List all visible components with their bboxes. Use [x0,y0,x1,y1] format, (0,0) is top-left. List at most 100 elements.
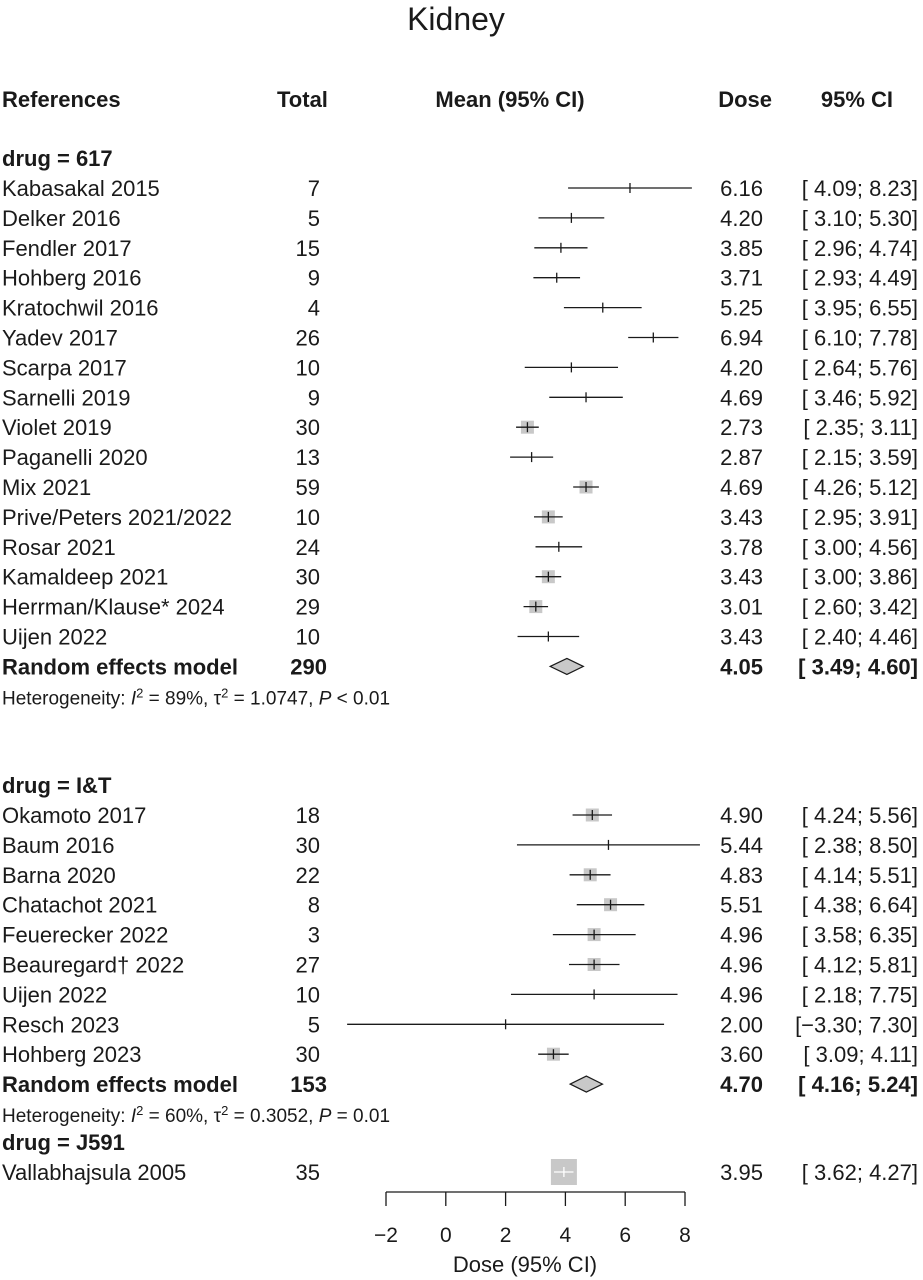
heterogeneity-i2-sup: 2 [136,1103,143,1118]
study-ci: [ 2.93; 4.49] [802,266,918,291]
study-ci: [ 2.60; 3.42] [802,595,918,620]
x-axis-tick-label: 2 [500,1224,512,1247]
chart-title: Kidney [407,1,505,37]
heterogeneity-i2-value: = 60%, [143,1106,213,1127]
heterogeneity-text: Heterogeneity: I2 = 60%, τ2 = 0.3052, P … [2,1103,390,1128]
study-ci: [ 4.09; 8.23] [802,176,918,201]
random-effects-total: 153 [290,1072,327,1097]
heterogeneity-p-value: = 0.01 [331,1106,390,1127]
study-total: 9 [308,385,320,410]
random-effects-ci: [ 4.16; 5.24] [798,1072,918,1097]
study-dose: 2.87 [720,445,763,470]
x-axis-tick-label: 6 [619,1224,631,1247]
study-ci: [ 3.95; 6.55] [802,296,918,321]
study-name: Kabasakal 2015 [2,176,160,201]
study-total: 30 [296,565,320,590]
study-name: Sarnelli 2019 [2,385,130,410]
study-ci: [ 3.00; 4.56] [802,535,918,560]
study-name: Vallabhajsula 2005 [2,1160,186,1185]
study-name: Delker 2016 [2,206,121,231]
study-ci: [ 3.09; 4.11] [803,1042,918,1067]
study-ci: [ 2.64; 5.76] [802,355,918,380]
study-total: 7 [308,176,320,201]
study-total: 30 [296,833,320,858]
study-name: Uijen 2022 [2,982,107,1007]
study-name: Fendler 2017 [2,236,132,261]
study-total: 30 [296,1042,320,1067]
random-effects-label: Random effects model [2,654,238,679]
study-ci: [ 2.96; 4.74] [802,236,918,261]
study-ci: [ 2.18; 7.75] [802,982,918,1007]
heterogeneity-i2-value: = 89%, [143,688,213,709]
heterogeneity-prefix: Heterogeneity: [2,1106,131,1127]
heterogeneity-tau-value: = 1.0747, [228,688,318,709]
heterogeneity-i2: I [131,688,137,709]
study-name: Baum 2016 [2,833,115,858]
study-name: Hohberg 2023 [2,1042,141,1067]
study-name: Herrman/Klause* 2024 [2,595,225,620]
heterogeneity-i2: I [131,1106,137,1127]
x-axis-tick-label: −2 [374,1224,398,1247]
study-name: Scarpa 2017 [2,355,127,380]
study-total: 59 [296,475,320,500]
study-dose: 4.96 [720,923,763,948]
study-ci: [ 4.12; 5.81] [802,953,918,978]
study-total: 13 [296,445,320,470]
study-ci: [ 6.10; 7.78] [802,326,918,351]
study-total: 22 [296,863,320,888]
study-name: Feuerecker 2022 [2,923,168,948]
study-name: Kratochwil 2016 [2,296,159,321]
study-dose: 4.96 [720,953,763,978]
study-ci: [ 3.00; 3.86] [802,565,918,590]
study-dose: 2.00 [720,1012,763,1037]
study-dose: 3.71 [720,266,763,291]
study-total: 30 [296,415,320,440]
column-header-references: References [2,87,121,112]
study-dose: 3.60 [720,1042,763,1067]
study-dose: 4.90 [720,803,763,828]
study-dose: 4.69 [720,385,763,410]
column-header-ci: 95% CI [821,87,893,112]
study-dose: 2.73 [720,415,763,440]
study-dose: 6.16 [720,176,763,201]
study-total: 8 [308,893,320,918]
study-name: Hohberg 2016 [2,266,141,291]
study-name: Rosar 2021 [2,535,116,560]
study-total: 29 [296,595,320,620]
heterogeneity-tau-sup: 2 [221,1103,228,1118]
study-name: Paganelli 2020 [2,445,148,470]
study-ci: [ 2.95; 3.91] [802,505,918,530]
heterogeneity-text: Heterogeneity: I2 = 89%, τ2 = 1.0747, P … [2,685,390,710]
study-ci: [ 3.46; 5.92] [802,385,918,410]
study-ci: [ 3.62; 4.27] [802,1160,918,1185]
study-total: 24 [296,535,320,560]
column-header-mean: Mean (95% CI) [435,87,584,112]
study-dose: 3.85 [720,236,763,261]
study-total: 35 [296,1160,320,1185]
study-name: Okamoto 2017 [2,803,146,828]
column-header-dose: Dose [718,87,772,112]
random-effects-total: 290 [290,654,327,679]
study-total: 5 [308,1012,320,1037]
heterogeneity-tau: τ [214,688,222,709]
study-name: Resch 2023 [2,1012,119,1037]
group-header: drug = 617 [2,146,113,171]
study-ci: [ 4.24; 5.56] [802,803,918,828]
study-dose: 4.20 [720,206,763,231]
column-header-total: Total [277,87,328,112]
study-name: Violet 2019 [2,415,112,440]
group-header: drug = I&T [2,773,112,798]
x-axis-tick-label: 0 [440,1224,452,1247]
study-total: 18 [296,803,320,828]
study-name: Uijen 2022 [2,625,107,650]
study-total: 5 [308,206,320,231]
study-total: 3 [308,923,320,948]
study-total: 9 [308,266,320,291]
study-dose: 3.78 [720,535,763,560]
study-ci: [ 4.14; 5.51] [802,863,918,888]
study-total: 10 [296,505,320,530]
study-name: Mix 2021 [2,475,91,500]
heterogeneity-i2-sup: 2 [136,685,143,700]
study-total: 15 [296,236,320,261]
